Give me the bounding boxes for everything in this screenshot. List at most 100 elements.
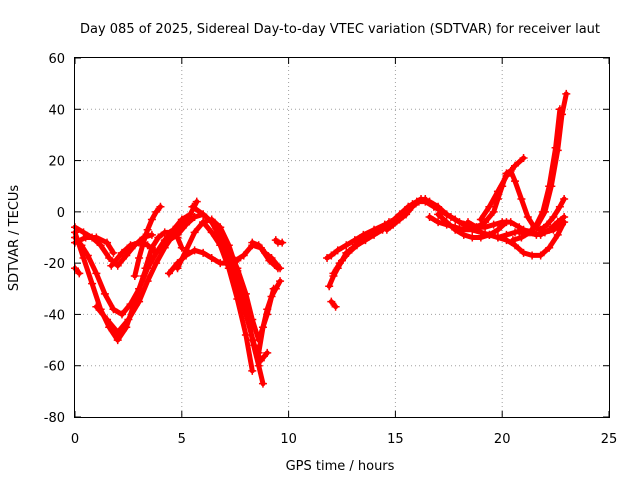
data-point [96, 241, 105, 250]
data-point [216, 223, 225, 232]
data-point [139, 238, 148, 247]
data-point [267, 254, 276, 263]
data-point [164, 236, 173, 245]
data-point [271, 284, 280, 293]
data-point [384, 218, 393, 227]
data-point [511, 241, 520, 250]
data-point [519, 154, 528, 163]
data-point [92, 302, 101, 311]
data-point [344, 248, 353, 257]
data-point [79, 254, 88, 263]
data-point [216, 259, 225, 268]
data-point [190, 212, 199, 221]
data-point [152, 207, 161, 216]
data-point [350, 236, 359, 245]
series-track-18 [271, 236, 287, 247]
data-point [549, 212, 558, 221]
series-trace [93, 199, 200, 335]
data-point [560, 212, 569, 221]
data-point [81, 233, 90, 242]
series-track-27 [476, 154, 528, 224]
y-tick-label: -20 [44, 257, 65, 272]
x-tick-label: 10 [280, 432, 297, 447]
data-point [442, 218, 451, 227]
data-point [481, 218, 490, 227]
series-track-25 [434, 210, 511, 242]
data-point [83, 251, 92, 260]
y-tick-label: 20 [48, 155, 65, 170]
data-point [555, 105, 564, 114]
data-point [177, 243, 186, 252]
y-tick-label: -60 [44, 360, 65, 375]
data-point [199, 248, 208, 257]
series-trace [331, 219, 392, 276]
data-point [472, 223, 481, 232]
series-trace [478, 155, 527, 222]
data-point [476, 233, 485, 242]
series-track-6 [92, 197, 201, 337]
data-point [451, 225, 460, 234]
data-point [164, 269, 173, 278]
data-point [135, 254, 144, 263]
data-point [434, 210, 443, 219]
data-point [425, 212, 434, 221]
data-point [117, 310, 126, 319]
series-track-16 [254, 277, 285, 357]
data-point [75, 269, 84, 278]
data-point [331, 302, 340, 311]
data-point [414, 197, 423, 206]
data-point [188, 202, 197, 211]
series-trace [108, 240, 157, 269]
plot-frame [74, 57, 610, 418]
data-point [515, 228, 524, 237]
data-point [126, 241, 135, 250]
data-point [147, 243, 156, 252]
data-point [254, 361, 263, 370]
data-point [79, 228, 88, 237]
data-point [107, 261, 116, 270]
data-point [538, 207, 547, 216]
data-point [126, 300, 135, 309]
data-point [113, 328, 122, 337]
data-point [156, 202, 165, 211]
data-point [532, 220, 541, 229]
data-point [154, 233, 163, 242]
series-track-29 [508, 105, 564, 245]
data-point [551, 143, 560, 152]
data-point [124, 315, 133, 324]
data-point [485, 202, 494, 211]
data-point [250, 341, 259, 350]
data-point [92, 269, 101, 278]
data-point [256, 356, 265, 365]
data-point [199, 210, 208, 219]
data-point [254, 241, 263, 250]
data-point [382, 225, 391, 234]
y-tick-label: -80 [44, 411, 65, 426]
data-point [160, 243, 169, 252]
series-track-8 [130, 202, 165, 280]
data-point [231, 256, 240, 265]
data-point [233, 295, 242, 304]
data-point [528, 251, 537, 260]
data-point [352, 241, 361, 250]
data-point [553, 218, 562, 227]
data-point [207, 218, 216, 227]
data-point [207, 254, 216, 263]
data-point [408, 202, 417, 211]
data-point [493, 225, 502, 234]
data-point [143, 277, 152, 286]
data-point [224, 264, 233, 273]
data-point [199, 218, 208, 227]
data-point [109, 305, 118, 314]
x-tick-label: 20 [494, 432, 511, 447]
data-point [239, 251, 248, 260]
data-point [141, 264, 150, 273]
data-point [100, 289, 109, 298]
data-point [555, 202, 564, 211]
data-point [190, 228, 199, 237]
series-track-22 [329, 218, 393, 278]
data-point [216, 241, 225, 250]
y-tick-label: -40 [44, 308, 65, 323]
chart-title: Day 085 of 2025, Sidereal Day-to-day VTE… [80, 22, 600, 37]
